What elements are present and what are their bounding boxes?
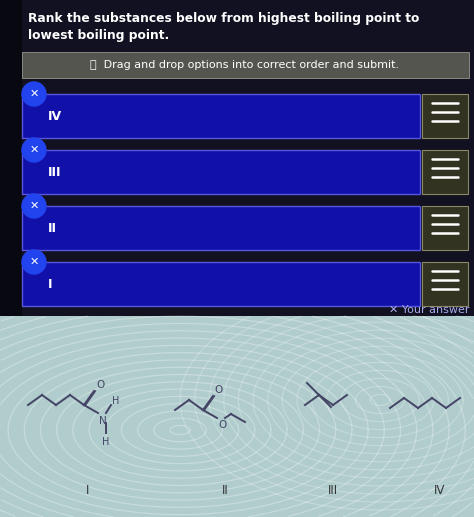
Text: N: N	[99, 416, 107, 426]
FancyBboxPatch shape	[0, 0, 22, 517]
Circle shape	[22, 250, 46, 274]
Text: H: H	[102, 437, 109, 447]
Text: ✕: ✕	[29, 145, 39, 155]
Text: O: O	[218, 420, 226, 430]
Text: H: H	[112, 396, 119, 406]
Text: IV: IV	[434, 483, 446, 496]
Text: O: O	[214, 385, 222, 395]
Text: III: III	[328, 483, 338, 496]
Text: ✕: ✕	[29, 201, 39, 211]
Text: IV: IV	[48, 110, 62, 123]
Text: ✕ Your answer: ✕ Your answer	[390, 305, 470, 315]
Text: III: III	[48, 165, 62, 178]
FancyBboxPatch shape	[22, 262, 420, 306]
Circle shape	[22, 194, 46, 218]
FancyBboxPatch shape	[22, 52, 469, 78]
Circle shape	[22, 138, 46, 162]
FancyBboxPatch shape	[22, 206, 420, 250]
Text: II: II	[222, 483, 228, 496]
Text: lowest boiling point.: lowest boiling point.	[28, 29, 169, 42]
FancyBboxPatch shape	[422, 94, 468, 138]
Text: Rank the substances below from highest boiling point to: Rank the substances below from highest b…	[28, 12, 419, 25]
FancyBboxPatch shape	[422, 262, 468, 306]
FancyBboxPatch shape	[22, 94, 420, 138]
FancyBboxPatch shape	[422, 206, 468, 250]
Text: ✕: ✕	[29, 89, 39, 99]
Circle shape	[22, 82, 46, 106]
Text: ⓘ  Drag and drop options into correct order and submit.: ⓘ Drag and drop options into correct ord…	[91, 60, 400, 70]
Text: II: II	[48, 221, 57, 235]
FancyBboxPatch shape	[422, 150, 468, 194]
Text: I: I	[86, 483, 90, 496]
FancyBboxPatch shape	[0, 316, 474, 517]
Text: ✕: ✕	[29, 257, 39, 267]
Text: I: I	[48, 278, 53, 291]
Text: O: O	[96, 380, 104, 390]
FancyBboxPatch shape	[22, 150, 420, 194]
